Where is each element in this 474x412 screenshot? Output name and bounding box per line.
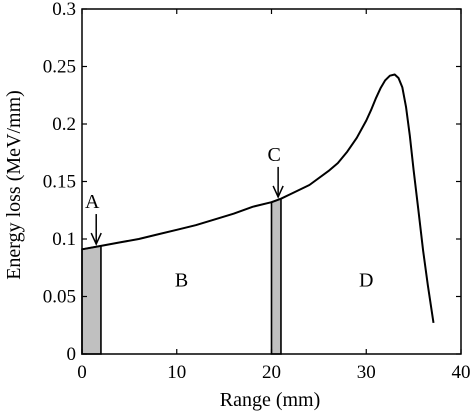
annotation-a-arrowhead: [90, 232, 102, 246]
annotation-a-label: A: [85, 191, 100, 213]
shaded-region-1: [81, 244, 102, 355]
annotation-c-label: C: [267, 144, 280, 166]
y-tick-label: 0.25: [43, 57, 76, 78]
x-axis-label: Range (mm): [220, 389, 321, 411]
y-tick-label: 0.15: [43, 172, 76, 193]
x-tick-label: 10: [167, 362, 186, 383]
energy-loss-curve: [81, 73, 435, 324]
y-tick-label: 0: [67, 344, 77, 365]
x-tick-label: 30: [357, 362, 376, 383]
axes: 0 10 20 30 40 0 0.05 0.1 0.15 0.2 0.25 0.3: [43, 0, 471, 383]
region-label-b: B: [175, 269, 188, 291]
y-tick-label: 0.1: [52, 229, 76, 250]
region-label-d: D: [359, 269, 373, 291]
y-tick-label: 0.05: [43, 287, 76, 308]
shaded-region-2: [270, 197, 282, 355]
y-tick-label: 0.3: [52, 0, 76, 20]
plot-area: B D A C: [81, 73, 435, 355]
y-axis-label: Energy loss (MeV/mm): [3, 90, 25, 280]
annotation-c-arrowhead: [272, 185, 284, 199]
x-tick-label: 40: [452, 362, 471, 383]
x-tick-label: 20: [262, 362, 281, 383]
x-tick-label: 0: [77, 362, 87, 383]
y-tick-label: 0.2: [52, 114, 76, 135]
